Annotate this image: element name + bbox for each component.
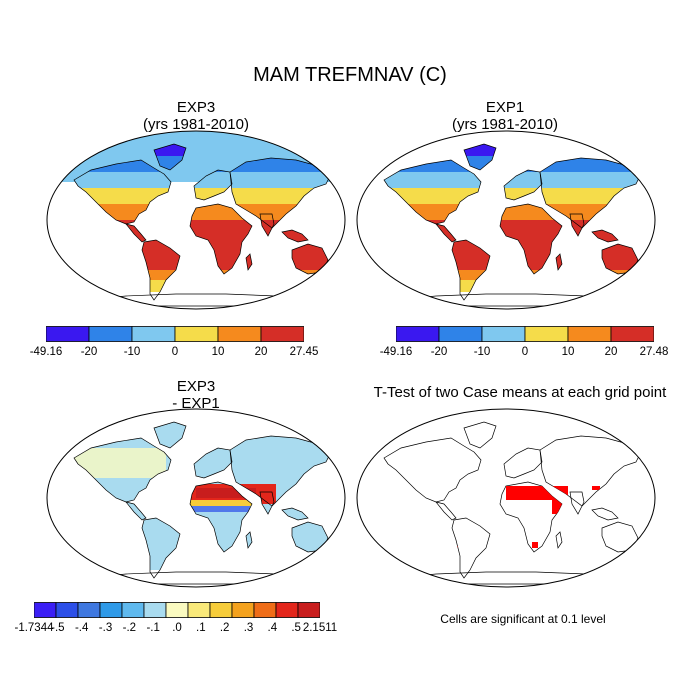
panel2-map [356,130,656,310]
colorbar-swatch [209,602,233,618]
colorbar-tick-label: -49.16 [379,346,413,358]
panel4-map [356,408,656,588]
colorbar-tick-label: .0 [172,622,182,634]
colorbar-swatch [99,602,123,618]
panel3-map [46,408,346,588]
significant-region-asia [592,486,600,490]
colorbar-swatch [438,326,483,342]
colorbar-swatch [610,326,654,342]
colorbar-tick-label: -.5 [51,622,65,634]
colorbar-tick-label: .4 [267,622,278,634]
panel3-title: EXP3 - EXP1 [43,378,349,412]
colorbar-swatch [121,602,145,618]
colorbar-tick-label: -10 [123,346,141,358]
colorbar-tick-label: -.3 [98,622,113,634]
panel4-title: T-Test of two Case means at each grid po… [373,384,667,401]
panel2-title-line2: (yrs 1981-2010) [452,116,558,133]
panel3-title-line2: - EXP1 [172,395,220,412]
colorbar-tick-label: .3 [243,622,254,634]
colorbar-swatch [297,602,320,618]
colorbar-swatch [217,326,262,342]
colorbar-tick-label: -.4 [74,622,89,634]
colorbar-swatch [46,326,90,342]
colorbar-tick-label: -20 [430,346,448,358]
colorbar-tick-label: .2 [219,622,230,634]
colorbar-tick-label: 27.48 [639,346,669,358]
panel1-title-line2: (yrs 1981-2010) [143,116,249,133]
colorbar-panel1 [46,326,304,342]
colorbar-swatch [88,326,133,342]
significant-region-southern-africa [532,542,538,548]
significant-region-south-america [454,546,458,552]
colorbar-tick-label: 20 [254,346,268,358]
colorbar-swatch [187,602,211,618]
colorbar-swatch [34,602,57,618]
panel1-title-line1: EXP3 [176,99,216,116]
colorbar-tick-label: -20 [80,346,98,358]
panel3-title-line1: EXP3 [176,378,216,395]
colorbar-tick-label: 0 [521,346,529,358]
colorbar-swatch [77,602,101,618]
panel2-title: EXP1 (yrs 1981-2010) [352,99,658,133]
colorbar-tick-label: -.1 [146,622,160,634]
colorbar-panel3 [34,602,320,618]
panel1-map [46,130,346,310]
colorbar-tick-label: -.2 [122,622,137,634]
colorbar-swatch [481,326,526,342]
colorbar-swatch [55,602,79,618]
colorbar-tick-label: .5 [291,622,301,634]
colorbar-swatch [174,326,219,342]
colorbar-swatch [524,326,569,342]
significant-region-arabia [552,494,568,514]
colorbar-panel2 [396,326,654,342]
colorbar-swatch [567,326,612,342]
colorbar-tick-label: -49.16 [29,346,63,358]
colorbar-tick-label: .1 [196,622,206,634]
colorbar-panel3-labels: -1.7344 -.5 -.4 -.3 -.2 -.1 .0 .1 .2 .3 .4 .5 2.1511 [14,622,337,636]
colorbar-swatch [396,326,440,342]
panel1-title: EXP3 (yrs 1981-2010) [43,99,349,133]
colorbar-tick-label: 2.1511 [302,622,338,634]
colorbar-tick-label: -10 [473,346,491,358]
colorbar-swatch [165,602,189,618]
colorbar-swatch [143,602,167,618]
colorbar-swatch [231,602,255,618]
significant-region-australia [632,546,636,552]
colorbar-tick-label: 27.45 [289,346,319,358]
colorbar-tick-label: 10 [561,346,575,358]
colorbar-panel2-labels: -49.16 -20 -10 0 10 20 27.48 [380,346,669,360]
colorbar-panel1-labels: -49.16 -20 -10 0 10 20 27.45 [30,346,319,360]
panel4-note: Cells are significant at 0.1 level [440,612,606,626]
panel2-title-line1: EXP1 [485,99,525,116]
colorbar-swatch [253,602,277,618]
colorbar-tick-label: 10 [211,346,225,358]
colorbar-tick-label: 0 [171,346,179,358]
colorbar-tick-label: 20 [604,346,618,358]
colorbar-swatch [131,326,176,342]
colorbar-swatch [275,602,299,618]
colorbar-tick-label: -1.7344 [14,622,54,634]
figure-title: MAM TREFMNAV (C) [253,64,447,86]
colorbar-swatch [260,326,304,342]
